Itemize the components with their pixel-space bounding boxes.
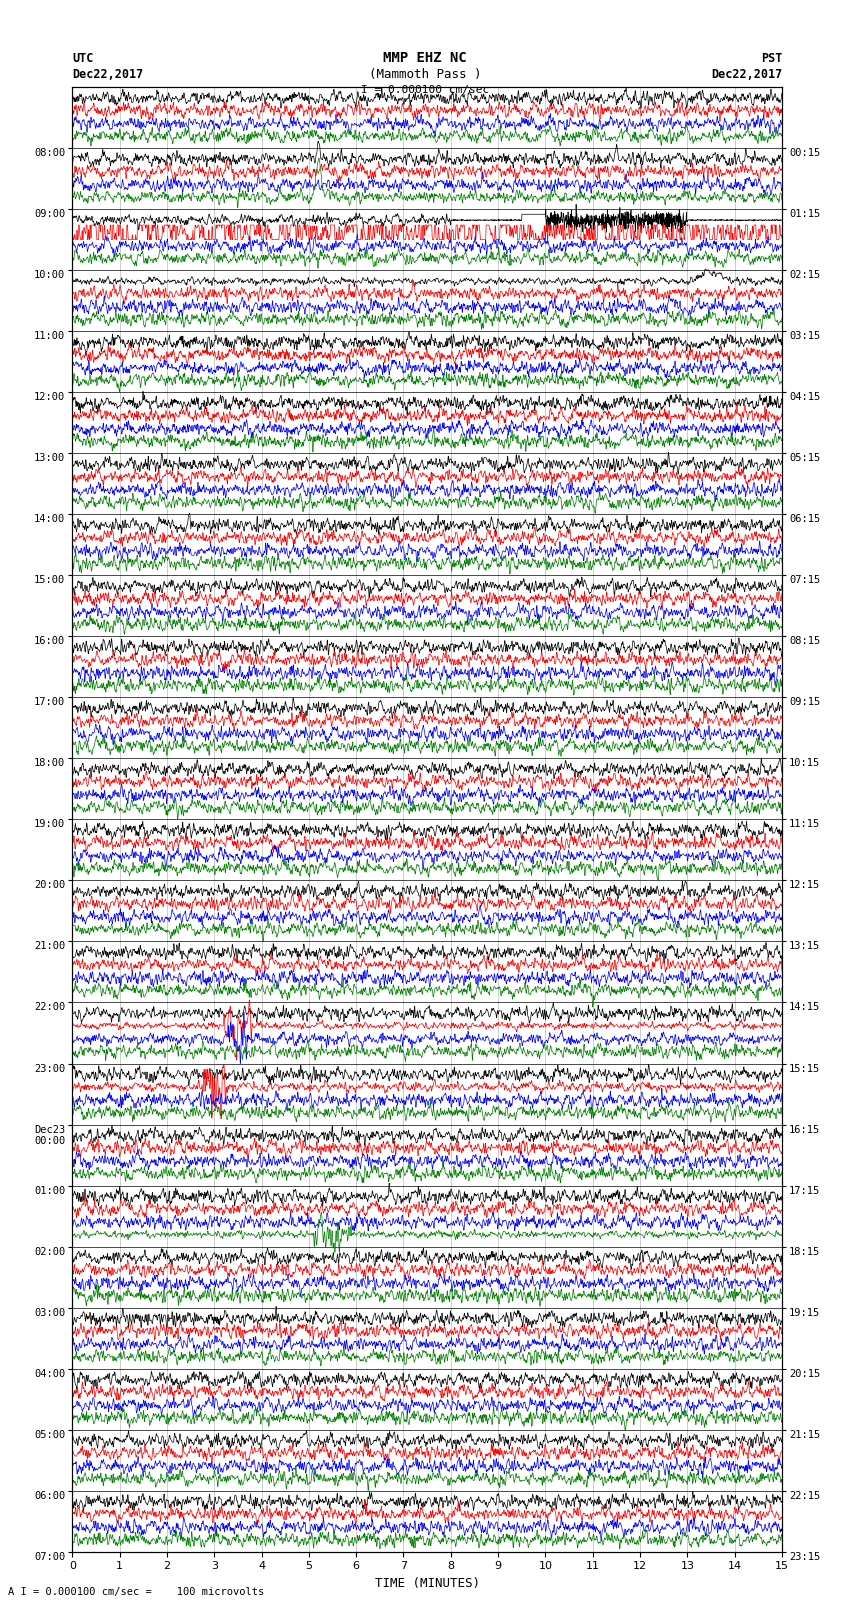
Text: Dec22,2017: Dec22,2017	[72, 68, 144, 81]
Text: I = 0.000100 cm/sec: I = 0.000100 cm/sec	[361, 85, 489, 95]
Text: (Mammoth Pass ): (Mammoth Pass )	[369, 68, 481, 81]
Text: MMP EHZ NC: MMP EHZ NC	[383, 50, 467, 65]
X-axis label: TIME (MINUTES): TIME (MINUTES)	[375, 1578, 479, 1590]
Text: A I = 0.000100 cm/sec =    100 microvolts: A I = 0.000100 cm/sec = 100 microvolts	[8, 1587, 264, 1597]
Text: PST: PST	[761, 52, 782, 65]
Text: Dec22,2017: Dec22,2017	[711, 68, 782, 81]
Text: UTC: UTC	[72, 52, 94, 65]
